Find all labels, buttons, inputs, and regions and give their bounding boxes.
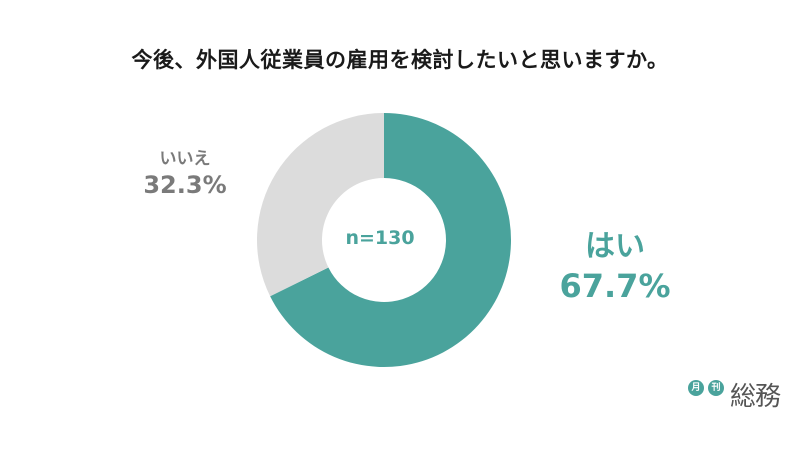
slice-label-no-name: いいえ	[159, 149, 211, 169]
chart-title: 今後、外国人従業員の雇用を検討したいと思いますか。	[131, 48, 669, 72]
slice-label-yes-name: はい	[585, 229, 645, 264]
sample-size-label: n=130	[345, 227, 415, 249]
slice-no	[257, 113, 384, 297]
logo-badge-publication: 刊	[708, 380, 724, 396]
slice-label-no: いいえ 32.3%	[130, 148, 240, 200]
slice-label-yes: はい 67.7%	[535, 228, 695, 306]
slice-label-no-value: 32.3%	[143, 171, 227, 199]
slice-yes	[270, 113, 512, 367]
logo-brand-text: 総務	[730, 382, 781, 412]
slice-label-yes-value: 67.7%	[559, 267, 671, 305]
publisher-logo: 月 刊 総務	[688, 378, 788, 414]
logo-badge-monthly: 月	[688, 380, 704, 396]
